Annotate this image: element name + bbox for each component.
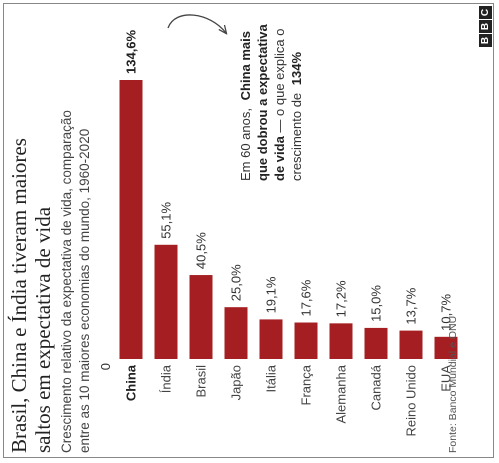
annotation-arrow [167,14,226,33]
bbc-logo: C B B [479,6,492,47]
value-label-7: 15,0% [369,285,384,322]
value-label-8: 13,7% [404,287,419,324]
chart-subtitle-line-1: Crescimento relativo da expectativa de v… [59,110,74,453]
chart-subtitle-line-2: entre as 10 maiores economias do mundo, … [77,129,92,453]
category-label-4: Itália [264,364,279,392]
bar-3 [224,307,248,359]
value-label-9: 10,7% [439,294,454,331]
category-label-6: Alemanha [334,364,349,423]
source-note: Fonte: Banco Mundial e ONU [447,316,459,453]
value-label-0: 134,6% [124,29,139,74]
bar-0 [119,80,143,359]
category-label-9: EUA [439,365,454,392]
category-label-3: Japão [229,365,244,400]
annotation-line-1: Em 60 anos, China mais [238,31,253,181]
value-label-1: 55,1% [159,201,174,238]
bar-1 [154,244,178,359]
annotation-line-3: de vida — o que explica o [272,29,287,181]
bars-group: 134,6% China 55,1% Índia 40,5% Brasil 25,0% Jap… [119,29,458,437]
category-label-1: Índia [159,364,174,393]
chart-title-line-1: Brasil, China e Índia tiveram maiores [7,138,31,453]
category-label-0: China [124,364,139,401]
chart-title-line-2: saltos em expectativa de vida [31,206,55,453]
bar-7 [364,327,388,359]
annotation-line-2: que dobrou a expectativa [255,23,270,181]
bar-4 [259,319,283,359]
value-label-5: 17,6% [299,279,314,316]
bar-6 [329,323,353,359]
value-label-2: 40,5% [194,232,209,269]
bbc-logo-letter-3: C [480,9,491,16]
category-label-5: França [299,364,314,405]
bbc-logo-letter-2: B [480,23,491,30]
zero-label: 0 [98,363,113,370]
value-label-6: 17,2% [334,280,349,317]
chart-frame [3,3,494,458]
annotation: Em 60 anos, China mais que dobrou a expe… [238,23,304,181]
bar-9 [434,336,458,359]
annotation-line-4: crescimento de 134% [289,52,304,181]
category-label-2: Brasil [194,365,209,398]
value-label-4: 19,1% [264,276,279,313]
bar-2 [189,275,213,359]
bbc-logo-letter-1: B [480,37,491,44]
value-label-3: 25,0% [229,264,244,301]
category-label-7: Canadá [369,364,384,410]
bar-8 [399,330,423,359]
bar-5 [294,322,318,359]
category-label-8: Reino Unido [404,365,419,437]
